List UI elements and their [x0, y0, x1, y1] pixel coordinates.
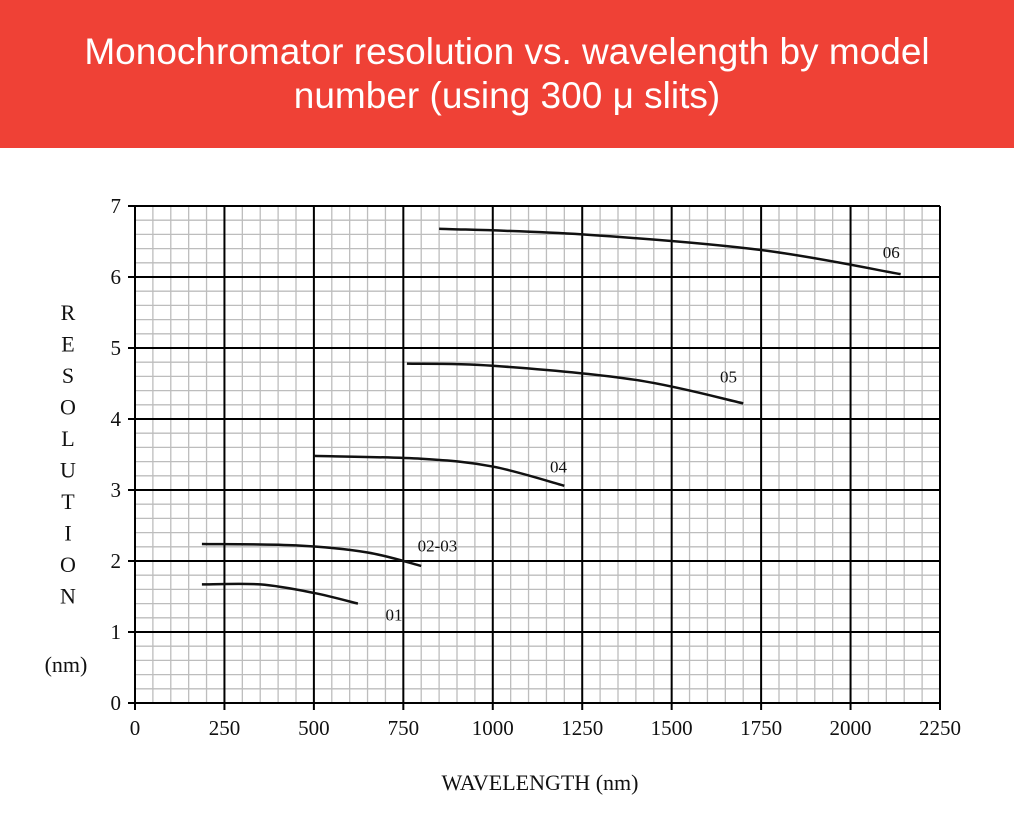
y-tick-label: 0	[111, 691, 122, 715]
y-axis-label-letter: S	[62, 363, 74, 388]
title-banner: Monochromator resolution vs. wavelength …	[0, 0, 1014, 148]
curve-01	[201, 582, 359, 605]
series-labels: 01 02-03 04 05 06	[385, 243, 899, 624]
y-tick-label: 7	[111, 194, 122, 218]
x-tick-label: 1750	[740, 716, 782, 740]
y-tick-label: 3	[111, 478, 122, 502]
curve-02-03	[201, 542, 422, 568]
curves	[201, 227, 901, 605]
series-label-06: 06	[883, 243, 900, 262]
y-axis-label-letter: I	[64, 521, 71, 546]
y-axis-label-letter: R	[61, 300, 76, 325]
y-axis-label-letter: O	[60, 552, 76, 577]
series-label-05: 05	[720, 367, 737, 386]
x-tick-label: 250	[209, 716, 241, 740]
x-tick-label: 1500	[651, 716, 693, 740]
curve-04	[313, 454, 565, 487]
y-tick-label: 2	[111, 549, 122, 573]
x-tick-label: 500	[298, 716, 330, 740]
x-tick-label: 2250	[919, 716, 961, 740]
series-label-01: 01	[385, 605, 402, 624]
series-label-02-03: 02-03	[418, 536, 458, 555]
x-tick-label: 1000	[472, 716, 514, 740]
curve-05	[406, 362, 744, 405]
y-axis-label-letter: N	[60, 584, 76, 609]
x-tick-label: 1250	[561, 716, 603, 740]
y-axis-unit: (nm)	[45, 652, 88, 677]
y-axis-label-letter: L	[61, 426, 74, 451]
x-axis-label: WAVELENGTH (nm)	[442, 770, 639, 795]
y-axis-label-letter: O	[60, 395, 76, 420]
y-tick-label: 1	[111, 620, 122, 644]
y-tick-label: 5	[111, 336, 122, 360]
tick-labels: 0 250 500 750 1000 1250 1500 1750 2000 2250012345…	[111, 194, 962, 740]
x-tick-label: 0	[130, 716, 141, 740]
curve-06	[439, 227, 901, 276]
series-label-04: 04	[550, 458, 568, 477]
y-tick-label: 4	[111, 407, 122, 431]
x-tick-label: 2000	[830, 716, 872, 740]
grid	[128, 205, 941, 710]
y-axis-label-letter: T	[61, 489, 75, 514]
y-axis-label-letter: U	[60, 458, 76, 483]
chart-title: Monochromator resolution vs. wavelength …	[84, 31, 930, 116]
y-axis-label-letter: E	[61, 332, 74, 357]
y-tick-label: 6	[111, 265, 122, 289]
x-tick-label: 750	[388, 716, 420, 740]
